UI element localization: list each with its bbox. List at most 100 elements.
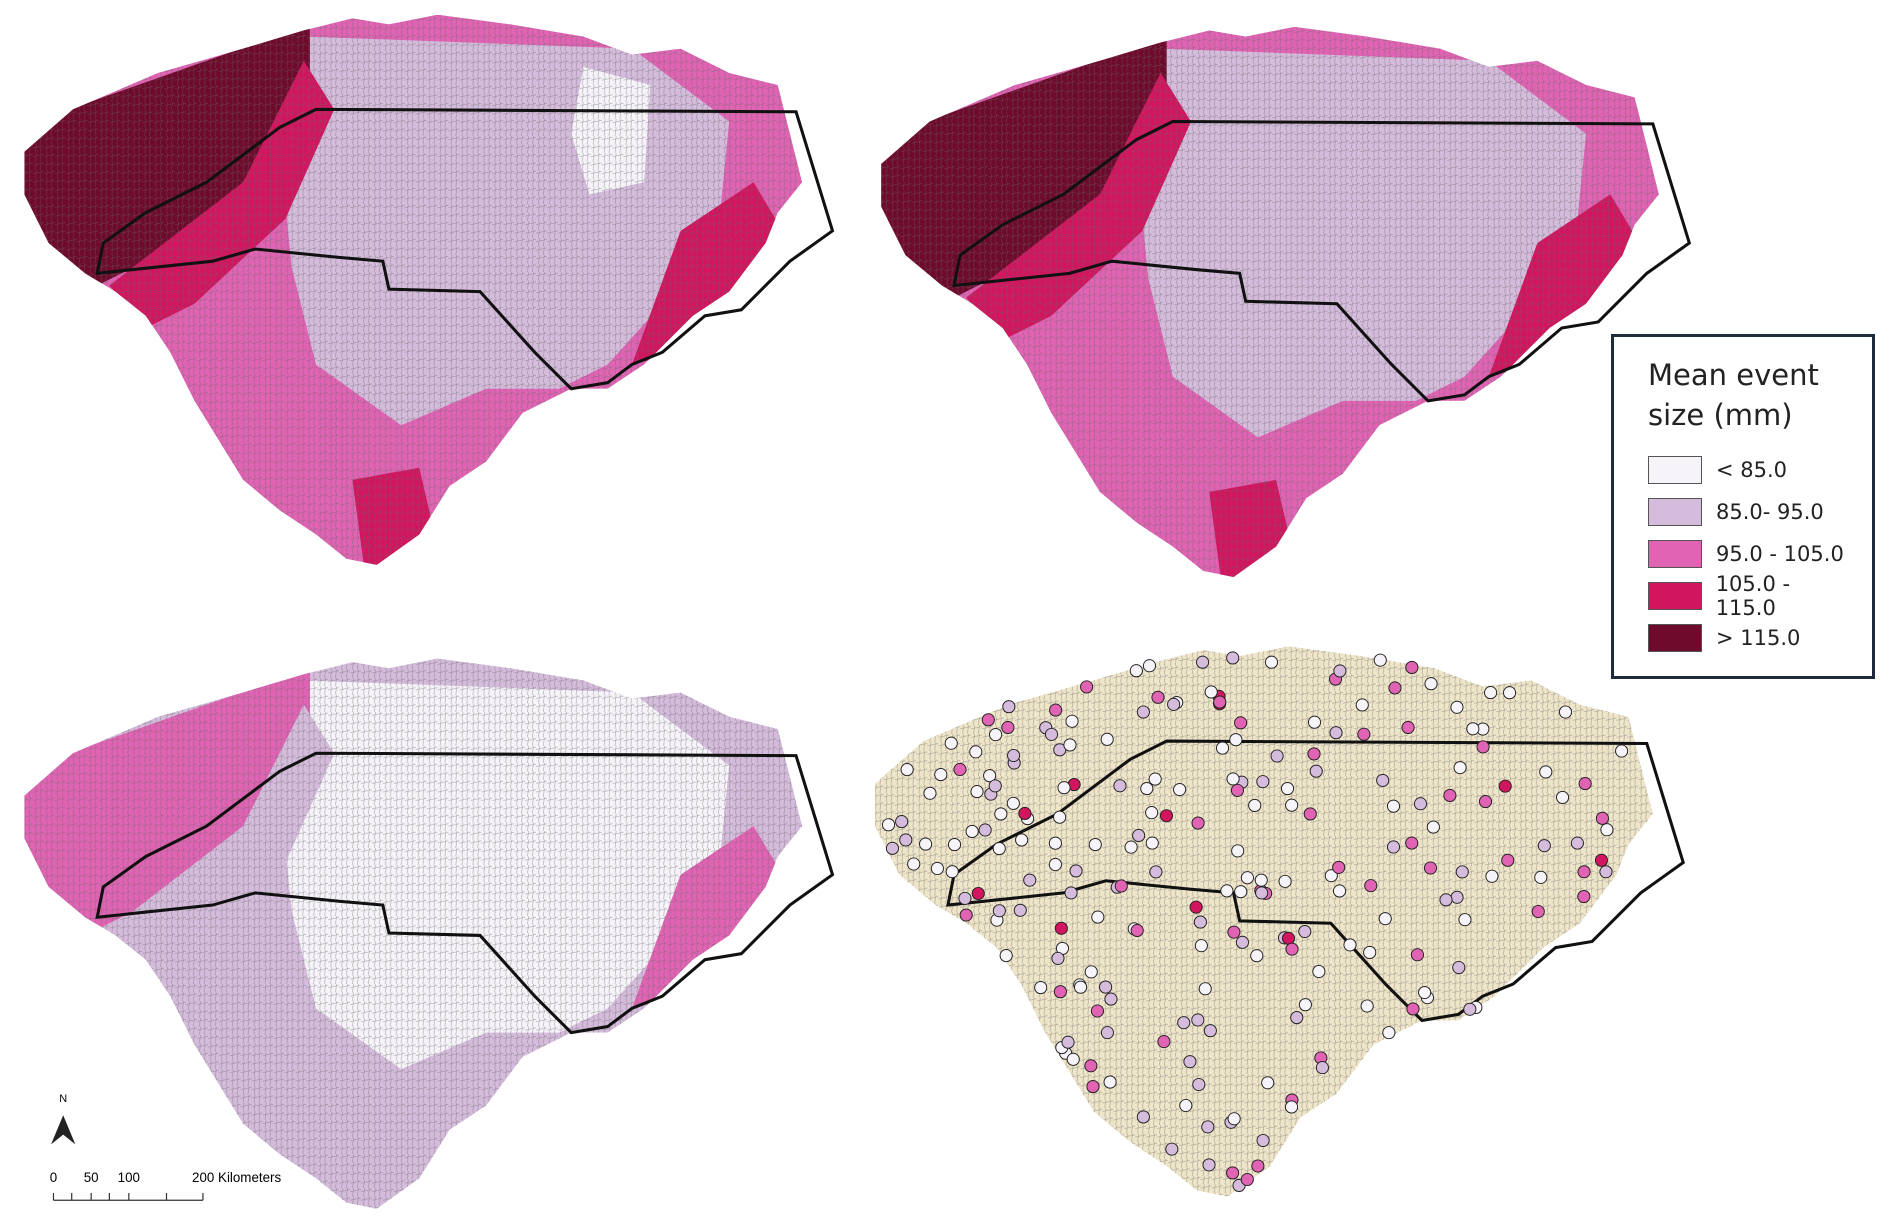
gauge-point [959,908,973,922]
legend-title: Mean event size (mm) [1648,358,1819,432]
gauge-point [1281,931,1296,945]
gauge-point [981,713,995,727]
gauge-point [1213,695,1227,709]
gauge-point [1537,839,1551,853]
legend-item: 95.0 - 105.0 [1648,533,1856,575]
gauge-point [1423,861,1438,875]
gauge-point [1002,700,1016,714]
gauge-point [1179,1098,1193,1113]
gauge-point [1426,820,1440,834]
gauge-point [1023,873,1037,887]
gauge-point [1103,1075,1117,1089]
legend-label: < 85.0 [1716,458,1788,482]
gauge-point [1113,779,1127,793]
gauge-point [1049,703,1063,717]
legend: Mean event size (mm) < 85.0 85.0- 95.0 95.… [1611,334,1875,679]
gauge-point [992,842,1006,856]
gauge-point [1303,807,1317,821]
state-border [952,119,1692,403]
gauge-point [1001,720,1015,735]
gauge-point [1136,705,1150,719]
gauge-point [1256,775,1270,789]
gauge-point [1534,870,1548,884]
gauge-point [1484,686,1498,700]
gauge-point [1405,660,1419,674]
gauge-point [1255,886,1269,900]
gauge-point [1413,797,1428,811]
gauge-point [1064,886,1078,900]
gauge-point [1183,1055,1197,1069]
gauge-point [1333,664,1347,678]
gauge-point [970,785,984,799]
gauge-point [1159,809,1174,823]
gauge-point [1234,716,1248,730]
gauge-point [1406,1002,1420,1016]
gauge-point [1452,960,1466,975]
gauge-point [1307,747,1321,761]
state-border [946,739,1686,1023]
gauge-point [1418,985,1432,1000]
gauge-point [1254,873,1268,887]
gauge-point [1053,810,1067,824]
gauge-point [1450,700,1464,714]
gauge-point [1015,833,1029,847]
gauge-point [1285,942,1299,956]
gauge-point [1594,853,1609,867]
gauge-point [1090,1004,1105,1018]
gauge-point [999,949,1013,963]
gauge-point [965,824,979,839]
gauge-point [1099,980,1113,994]
gauge-point [994,807,1008,821]
gauge-point [1165,1142,1179,1156]
gauge-point [1145,806,1159,820]
gauge-point [1157,1035,1171,1049]
gauge-point [1332,884,1347,898]
gauge-point [1466,722,1480,736]
gauge-point [1065,714,1079,728]
gauge-point [1570,836,1584,850]
gauge-point [1386,799,1401,813]
gauge-point [1261,1076,1275,1090]
gauge-point [1051,951,1065,965]
gauge-point [1084,1059,1098,1073]
gauge-point [1578,777,1592,791]
gauge-point [1595,811,1609,825]
scale-label: 200 Kilometers [192,1170,281,1185]
gauge-point [1130,923,1144,938]
gauge-point [1401,720,1415,735]
gauge-point [1373,653,1387,667]
gauge-point [983,769,997,783]
gauge-point [1091,910,1105,924]
legend-label: 95.0 - 105.0 [1716,542,1844,566]
gauge-point [1173,782,1187,797]
gauge-point [907,857,921,871]
gauge-point [923,786,937,800]
gauge-point [1312,964,1326,979]
map-panel [881,26,1692,578]
gauge-point [1382,1026,1396,1040]
gauge-point [1315,1061,1329,1075]
gauge-point [1204,685,1218,699]
gauge-point [1100,732,1114,746]
gauge-point [1203,1024,1217,1038]
gauge-point [992,904,1006,918]
legend-item: < 85.0 [1648,449,1856,491]
gauge-point [1191,816,1205,830]
gauge-point [1240,871,1254,885]
map-panel [24,658,835,1209]
gauge-point [1140,781,1154,796]
gauge-point [1270,749,1284,763]
gauge-point [1229,733,1243,747]
gauge-point [1053,985,1067,999]
legend-swatch [1648,456,1702,484]
gauge-point [989,728,1003,742]
gauge-point [1378,912,1392,926]
gauge-point [1226,772,1240,786]
state-border [95,751,835,1035]
gauge-point [1057,781,1071,795]
gauge-point [1615,744,1629,758]
gauge-point [953,762,967,777]
gauge-point [1018,806,1032,821]
gauge-point [1478,794,1493,809]
